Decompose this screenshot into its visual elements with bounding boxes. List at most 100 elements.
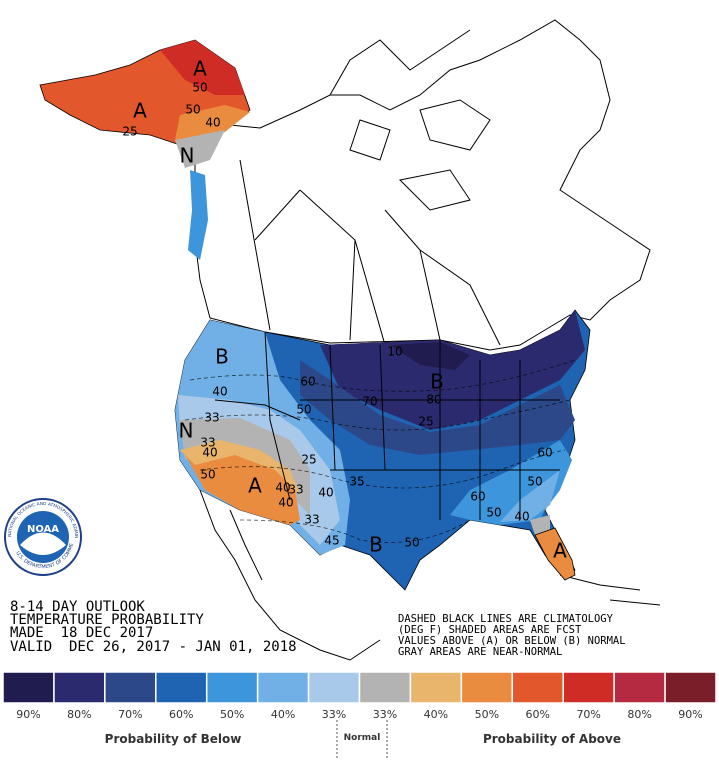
header-line: MADE 18 DEC 2017 bbox=[10, 625, 153, 641]
legend-swatch bbox=[664, 671, 717, 704]
us-north-90 bbox=[390, 342, 470, 370]
contour-label: 40 bbox=[318, 486, 333, 500]
contour-label: 80 bbox=[426, 393, 441, 407]
legend-swatch bbox=[104, 671, 157, 704]
legend-swatch bbox=[562, 671, 615, 704]
legend-swatch bbox=[358, 671, 412, 704]
legend-label: 90% bbox=[16, 708, 40, 721]
canada-outline bbox=[194, 19, 651, 351]
header-line: VALID DEC 26, 2017 - JAN 01, 2018 bbox=[10, 639, 297, 655]
contour-label: 40 bbox=[205, 116, 220, 130]
legend-swatch bbox=[613, 671, 666, 704]
contour-label: 70 bbox=[362, 395, 377, 409]
contour-label: 50 bbox=[185, 103, 200, 117]
florida-orange bbox=[534, 527, 576, 581]
contour-label: 40 bbox=[202, 446, 217, 460]
climatology-lines bbox=[184, 359, 576, 543]
notes: DASHED BLACK LINES ARE CLIMATOLOGY (DEG … bbox=[398, 613, 626, 658]
contour-label: 10 bbox=[387, 345, 402, 359]
logo-name: NOAA bbox=[27, 524, 59, 535]
contour-label: 25 bbox=[122, 125, 137, 139]
us-west-40-above bbox=[180, 440, 300, 495]
contour-label: 33 bbox=[204, 411, 219, 425]
alaska-40 bbox=[175, 105, 250, 140]
contour-label: 35 bbox=[349, 475, 364, 489]
note-line: DASHED BLACK LINES ARE CLIMATOLOGY bbox=[398, 613, 614, 625]
us-southeast-40 bbox=[500, 470, 560, 522]
legend-swatch bbox=[460, 671, 514, 704]
region-letter: A bbox=[133, 99, 147, 123]
contour-label: 40 bbox=[514, 510, 529, 524]
note-line: GRAY AREAS ARE NEAR-NORMAL bbox=[398, 646, 562, 658]
contour-label: 50 bbox=[192, 81, 207, 95]
header-line: TEMPERATURE PROBABILITY bbox=[10, 612, 204, 628]
note-line: (DEG F) SHADED AREAS ARE FCST bbox=[398, 624, 582, 636]
legend-below: Probability of Below bbox=[105, 732, 242, 746]
contour-label: 33 bbox=[200, 436, 215, 450]
legend-swatch bbox=[511, 671, 564, 704]
contour-label: 25 bbox=[418, 415, 433, 429]
contour-label: 60 bbox=[537, 446, 552, 460]
province-lines bbox=[239, 159, 501, 346]
contour-label: 45 bbox=[324, 534, 339, 548]
region-letter: N bbox=[179, 419, 194, 443]
legend-swatch bbox=[307, 671, 361, 704]
region-letter: A bbox=[193, 57, 207, 81]
legend-label: 70% bbox=[118, 708, 142, 721]
state-lines bbox=[214, 331, 560, 520]
contour-label: 33 bbox=[288, 483, 303, 497]
florida-gray bbox=[530, 515, 550, 535]
pacific-nw-blue bbox=[188, 170, 208, 260]
legend-label: 80% bbox=[627, 708, 651, 721]
contour-label: 40 bbox=[275, 481, 290, 495]
legend-label: 33% bbox=[373, 708, 397, 721]
contour-label: 33 bbox=[304, 513, 319, 527]
outlook-header: 8-14 DAY OUTLOOK TEMPERATURE PROBABILITY… bbox=[10, 599, 297, 655]
legend-swatch bbox=[205, 671, 259, 704]
contour-label: 60 bbox=[300, 375, 315, 389]
header-line: 8-14 DAY OUTLOOK bbox=[10, 599, 145, 615]
legend-label: 50% bbox=[475, 708, 499, 721]
note-line: VALUES ABOVE (A) OR BELOW (B) NORMAL bbox=[398, 635, 626, 647]
legend-label: 70% bbox=[576, 708, 600, 721]
contour-label: 50 bbox=[527, 475, 542, 489]
legend-swatch bbox=[2, 671, 55, 704]
contour-label: 50 bbox=[404, 536, 419, 550]
legend-above: Probability of Above bbox=[483, 732, 621, 746]
legend-label: 80% bbox=[67, 708, 91, 721]
legend-label: 50% bbox=[220, 708, 244, 721]
legend-label: 33% bbox=[322, 708, 346, 721]
region-letter: B bbox=[215, 345, 229, 369]
logo-bird bbox=[20, 532, 66, 555]
legend-swatch bbox=[155, 671, 208, 704]
arctic-islands bbox=[329, 29, 491, 211]
contour-label: 60 bbox=[470, 490, 485, 504]
legend-normal: Normal bbox=[344, 733, 381, 743]
alaska-gray bbox=[175, 130, 225, 168]
legend-label: 60% bbox=[526, 708, 550, 721]
contour-label: 50 bbox=[296, 403, 311, 417]
legend-label: 40% bbox=[424, 708, 448, 721]
us-70 bbox=[300, 360, 575, 455]
region-letter: N bbox=[180, 144, 195, 168]
region-letter: A bbox=[248, 474, 262, 498]
legend-label: 60% bbox=[169, 708, 193, 721]
legend: Probability of Below Normal Probability … bbox=[2, 671, 717, 760]
contour-label: 25 bbox=[301, 453, 316, 467]
contour-label: 40 bbox=[278, 496, 293, 510]
contour-label: 40 bbox=[212, 385, 227, 399]
region-letter: B bbox=[430, 370, 444, 394]
legend-label: 40% bbox=[271, 708, 295, 721]
mexico-outline bbox=[199, 489, 381, 661]
contour-label: 50 bbox=[200, 468, 215, 482]
alaska-70 bbox=[160, 40, 245, 95]
region-letter: A bbox=[553, 539, 567, 563]
legend-label: 90% bbox=[678, 708, 702, 721]
legend-swatch bbox=[409, 671, 463, 704]
legend-swatch bbox=[53, 671, 106, 704]
region-letter: B bbox=[369, 533, 383, 557]
contour-label: 50 bbox=[486, 506, 501, 520]
